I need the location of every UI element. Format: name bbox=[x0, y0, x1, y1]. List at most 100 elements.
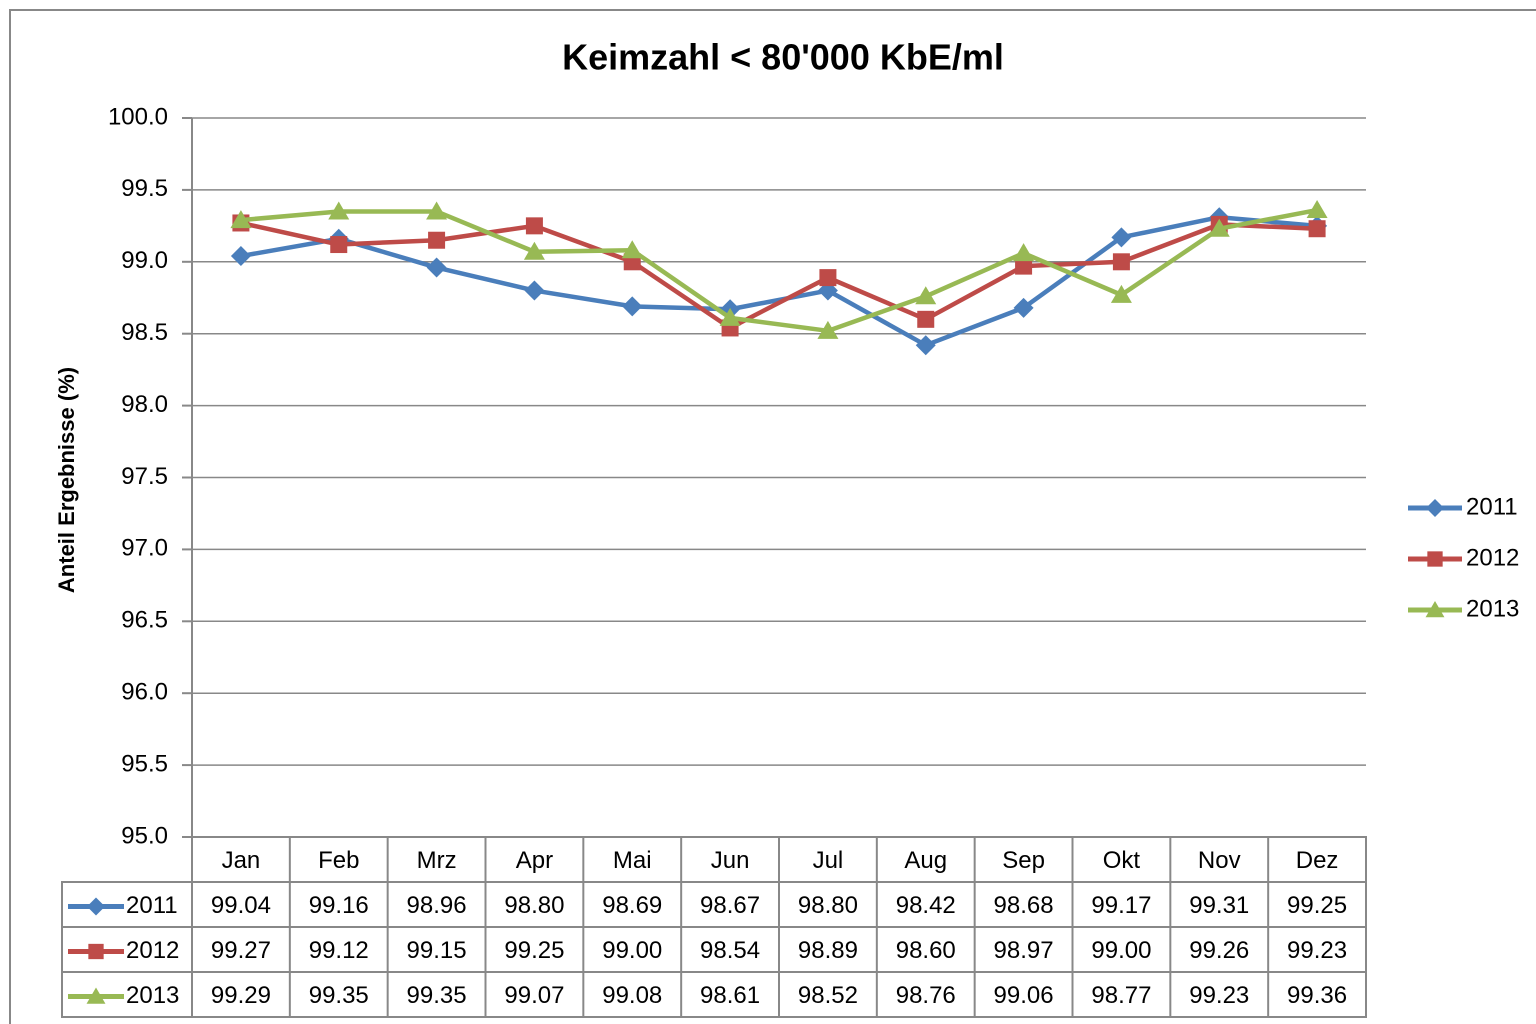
marker bbox=[1013, 297, 1034, 318]
table-value: 98.42 bbox=[896, 892, 956, 919]
marker bbox=[1112, 253, 1130, 271]
marker bbox=[525, 217, 543, 235]
chart-title: Keimzahl < 80'000 KbE/ml bbox=[562, 37, 1004, 78]
table-value: 98.97 bbox=[994, 937, 1054, 964]
table-value: 99.27 bbox=[211, 937, 271, 964]
table-series-name: 2013 bbox=[126, 982, 179, 1009]
marker bbox=[915, 335, 936, 356]
y-axis-title: Anteil Ergebnisse (%) bbox=[54, 367, 79, 593]
x-tick-label: Jul bbox=[813, 847, 844, 874]
marker bbox=[330, 236, 348, 254]
x-tick-label: Mai bbox=[613, 847, 652, 874]
table-value: 98.80 bbox=[504, 892, 564, 919]
marker bbox=[523, 241, 545, 260]
marker bbox=[426, 257, 447, 278]
marker bbox=[524, 280, 545, 301]
marker bbox=[426, 201, 448, 220]
table-value: 99.06 bbox=[994, 982, 1054, 1009]
marker bbox=[1306, 200, 1328, 219]
marker bbox=[917, 310, 935, 328]
marker bbox=[817, 320, 839, 339]
marker bbox=[1426, 499, 1444, 517]
table-value: 99.07 bbox=[504, 982, 564, 1009]
marker bbox=[328, 201, 350, 220]
marker bbox=[88, 943, 104, 960]
table-value: 98.52 bbox=[798, 982, 858, 1009]
table-value: 98.96 bbox=[407, 892, 467, 919]
table-value: 98.69 bbox=[602, 892, 662, 919]
marker bbox=[428, 231, 446, 249]
y-tick-label: 97.5 bbox=[121, 463, 168, 490]
table-value: 99.08 bbox=[602, 982, 662, 1009]
y-tick-label: 100.0 bbox=[108, 103, 168, 130]
table-value: 99.29 bbox=[211, 982, 271, 1009]
table-value: 98.76 bbox=[896, 982, 956, 1009]
x-tick-label: Jan bbox=[222, 847, 261, 874]
table-value: 99.16 bbox=[309, 892, 369, 919]
table-value: 98.61 bbox=[700, 982, 760, 1009]
y-tick-label: 98.0 bbox=[121, 391, 168, 418]
table-value: 99.31 bbox=[1189, 892, 1249, 919]
table-value: 99.17 bbox=[1091, 892, 1151, 919]
table-value: 99.25 bbox=[1287, 892, 1347, 919]
marker bbox=[1111, 227, 1132, 248]
x-tick-label: Mrz bbox=[417, 847, 457, 874]
marker bbox=[1425, 601, 1445, 618]
marker bbox=[1015, 257, 1033, 275]
table-value: 99.04 bbox=[211, 892, 271, 919]
legend-label: 2011 bbox=[1466, 493, 1518, 520]
y-tick-label: 99.0 bbox=[121, 247, 168, 274]
marker bbox=[622, 296, 643, 317]
marker bbox=[915, 286, 937, 305]
table-value: 99.23 bbox=[1189, 982, 1249, 1009]
table-value: 99.00 bbox=[602, 937, 662, 964]
table-value: 99.25 bbox=[504, 937, 564, 964]
table-value: 99.36 bbox=[1287, 982, 1347, 1009]
frame bbox=[9, 9, 1536, 1024]
x-tick-label: Nov bbox=[1198, 847, 1241, 874]
x-tick-label: Feb bbox=[318, 847, 359, 874]
marker bbox=[1110, 284, 1132, 303]
y-tick-label: 99.5 bbox=[121, 175, 168, 202]
table-value: 98.54 bbox=[700, 937, 760, 964]
y-tick-label: 98.5 bbox=[121, 319, 168, 346]
marker bbox=[230, 246, 251, 267]
x-tick-label: Apr bbox=[516, 847, 553, 874]
legend-label: 2013 bbox=[1466, 595, 1519, 622]
table-value: 98.60 bbox=[896, 937, 956, 964]
marker bbox=[86, 987, 106, 1004]
table-series-name: 2012 bbox=[126, 937, 179, 964]
x-tick-label: Sep bbox=[1002, 847, 1045, 874]
table-value: 99.26 bbox=[1189, 937, 1249, 964]
table-value: 98.77 bbox=[1091, 982, 1151, 1009]
table-value: 99.23 bbox=[1287, 937, 1347, 964]
x-tick-label: Okt bbox=[1103, 847, 1141, 874]
x-tick-label: Aug bbox=[904, 847, 947, 874]
series-line bbox=[240, 220, 1318, 331]
series-line bbox=[240, 214, 1318, 348]
y-tick-label: 97.0 bbox=[121, 535, 168, 562]
marker bbox=[1427, 551, 1443, 567]
marker bbox=[1013, 243, 1035, 262]
y-tick-label: 95.5 bbox=[121, 750, 168, 777]
marker bbox=[621, 240, 643, 259]
marker bbox=[1208, 218, 1230, 237]
marker bbox=[819, 269, 837, 287]
table-value: 98.89 bbox=[798, 937, 858, 964]
y-tick-label: 96.0 bbox=[121, 679, 168, 706]
marker bbox=[1308, 220, 1326, 238]
table-series-name: 2011 bbox=[126, 892, 178, 919]
table-value: 99.12 bbox=[309, 937, 369, 964]
x-tick-label: Dez bbox=[1296, 847, 1339, 874]
series-line bbox=[240, 207, 1318, 334]
marker bbox=[719, 307, 741, 326]
table-value: 99.00 bbox=[1091, 937, 1151, 964]
table-value: 99.15 bbox=[407, 937, 467, 964]
marker bbox=[230, 210, 252, 229]
legend-label: 2012 bbox=[1466, 544, 1519, 571]
x-tick-label: Jun bbox=[711, 847, 750, 874]
y-tick-label: 95.0 bbox=[121, 822, 168, 849]
table-value: 99.35 bbox=[407, 982, 467, 1009]
